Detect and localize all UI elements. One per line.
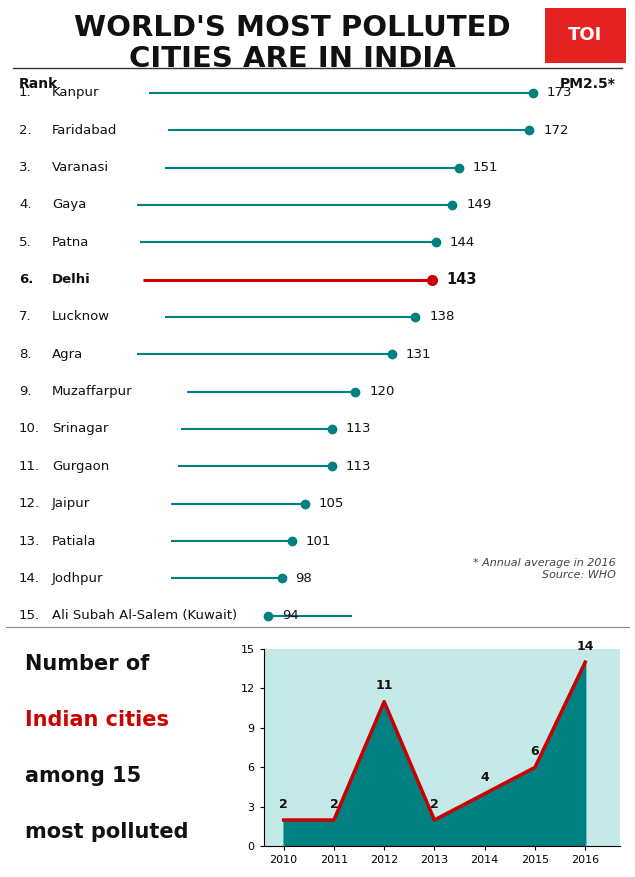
- Text: Gaya: Gaya: [52, 198, 86, 211]
- Text: 120: 120: [369, 385, 394, 398]
- Text: Patna: Patna: [52, 236, 90, 249]
- Text: WORLD'S MOST POLLUTED
CITIES ARE IN INDIA: WORLD'S MOST POLLUTED CITIES ARE IN INDI…: [74, 14, 511, 73]
- Text: 143: 143: [446, 272, 477, 287]
- Text: 6.: 6.: [19, 273, 34, 286]
- Text: 14: 14: [577, 640, 594, 652]
- Text: 149: 149: [466, 198, 491, 211]
- Text: 113: 113: [346, 460, 371, 473]
- Text: 131: 131: [406, 348, 432, 360]
- Text: 7.: 7.: [19, 310, 32, 324]
- Text: 138: 138: [429, 310, 455, 324]
- Text: 6: 6: [531, 745, 539, 758]
- Text: Indian cities: Indian cities: [25, 710, 169, 731]
- Text: 15.: 15.: [19, 610, 40, 623]
- Text: Number of: Number of: [25, 654, 149, 674]
- Text: 105: 105: [319, 497, 344, 510]
- Text: 151: 151: [473, 161, 498, 174]
- Text: most polluted: most polluted: [25, 822, 188, 842]
- Text: 172: 172: [543, 124, 569, 137]
- Text: 94: 94: [282, 610, 299, 623]
- Text: 12.: 12.: [19, 497, 40, 510]
- Text: Patiala: Patiala: [52, 535, 97, 547]
- Text: 4: 4: [480, 772, 489, 784]
- Text: among 15: among 15: [25, 766, 141, 786]
- Text: 4.: 4.: [19, 198, 32, 211]
- FancyBboxPatch shape: [545, 8, 626, 63]
- Text: Gurgaon: Gurgaon: [52, 460, 109, 473]
- Text: 11.: 11.: [19, 460, 40, 473]
- Text: 8.: 8.: [19, 348, 32, 360]
- Text: Kanpur: Kanpur: [52, 86, 100, 99]
- Text: 3.: 3.: [19, 161, 32, 174]
- Text: PM2.5*: PM2.5*: [560, 76, 616, 90]
- Text: 2: 2: [330, 798, 338, 810]
- Text: 113: 113: [346, 423, 371, 436]
- Text: Agra: Agra: [52, 348, 83, 360]
- Text: 2: 2: [279, 798, 288, 810]
- Text: 5.: 5.: [19, 236, 32, 249]
- Text: Rank: Rank: [19, 76, 58, 90]
- Text: 173: 173: [547, 86, 572, 99]
- Text: * Annual average in 2016
Source: WHO: * Annual average in 2016 Source: WHO: [473, 559, 616, 580]
- Text: Muzaffarpur: Muzaffarpur: [52, 385, 133, 398]
- Text: 144: 144: [450, 236, 475, 249]
- Text: 13.: 13.: [19, 535, 40, 547]
- Text: 101: 101: [305, 535, 331, 547]
- Text: Lucknow: Lucknow: [52, 310, 110, 324]
- Text: TOI: TOI: [568, 26, 603, 44]
- Text: 11: 11: [375, 680, 393, 693]
- Text: Faridabad: Faridabad: [52, 124, 117, 137]
- Text: 2.: 2.: [19, 124, 32, 137]
- Text: 2: 2: [430, 798, 439, 810]
- Text: 14.: 14.: [19, 572, 40, 585]
- Text: Jodhpur: Jodhpur: [52, 572, 104, 585]
- Text: Srinagar: Srinagar: [52, 423, 109, 436]
- Text: 10.: 10.: [19, 423, 40, 436]
- Text: Jaipur: Jaipur: [52, 497, 90, 510]
- Text: Delhi: Delhi: [52, 273, 91, 286]
- Text: 9.: 9.: [19, 385, 32, 398]
- Text: Varanasi: Varanasi: [52, 161, 109, 174]
- Text: 1.: 1.: [19, 86, 32, 99]
- Text: Ali Subah Al-Salem (Kuwait): Ali Subah Al-Salem (Kuwait): [52, 610, 237, 623]
- Text: 98: 98: [295, 572, 312, 585]
